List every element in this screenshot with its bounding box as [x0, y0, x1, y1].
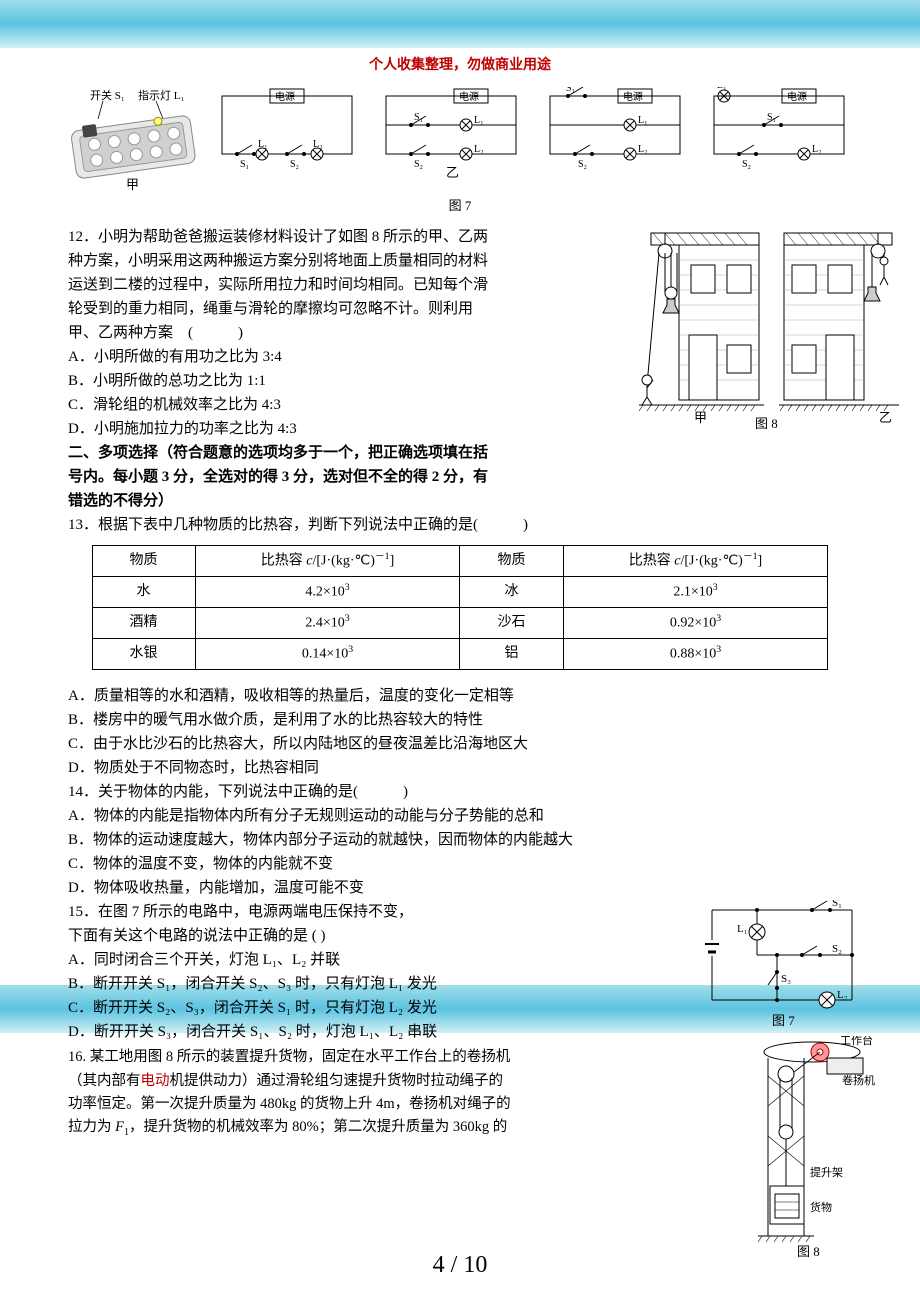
- q14-stem: 14．关于物体的内能，下列说法中正确的是( ): [68, 780, 852, 804]
- svg-text:提升架: 提升架: [810, 1166, 843, 1179]
- q13-opt-c: C．由于水比沙石的比热容大，所以内陆地区的昼夜温差比沿海地区大: [68, 732, 852, 756]
- svg-text:S₂: S₂: [832, 943, 842, 955]
- cell: 水银: [92, 639, 195, 670]
- svg-text:S₂: S₂: [290, 159, 299, 170]
- q16-stem-1: 16. 某工地用图 8 所示的装置提升货物，固定在水平工作台上的卷扬机: [68, 1046, 852, 1069]
- q13-stem: 13．根据下表中几种物质的比热容，判断下列说法中正确的是( ): [68, 513, 852, 537]
- cell: 铝: [460, 639, 563, 670]
- svg-text:L₁: L₁: [737, 923, 748, 935]
- page-content: 个人收集整理，勿做商业用途 开关 S₁ 指示灯 L₁: [0, 0, 920, 1141]
- svg-text:L₂: L₂: [812, 144, 822, 155]
- svg-text:货物: 货物: [810, 1200, 832, 1214]
- svg-text:卷扬机: 卷扬机: [842, 1073, 875, 1087]
- svg-text:图 8: 图 8: [755, 416, 778, 430]
- svg-text:工作台: 工作台: [840, 1036, 873, 1047]
- svg-text:S₁: S₁: [566, 87, 575, 94]
- svg-text:S₂: S₂: [742, 159, 751, 170]
- th-heat-2: 比热容 c/[J·(kg·℃)－1]: [563, 546, 828, 577]
- cell: 2.4×103: [195, 608, 460, 639]
- figure-7-label: 图 7: [68, 196, 852, 217]
- q14-opt-c: C．物体的温度不变，物体的内能就不变: [68, 852, 852, 876]
- figure-7-circuit: S₁ L₁ S₂ S₃ L₂ 图: [697, 900, 872, 1030]
- circuit-c: S₁ 电源 L₁ S₂ L₂: [540, 87, 690, 182]
- svg-text:图 8: 图 8: [797, 1244, 820, 1259]
- q13-opt-b: B．楼房中的暖气用水做介质，是利用了水的比热容较大的特性: [68, 708, 852, 732]
- svg-text:L₂: L₂: [474, 144, 484, 155]
- figure-8-pulleys: 甲: [639, 225, 907, 420]
- svg-text:L₁: L₁: [717, 87, 727, 91]
- section-2-title-3: 错选的不得分）: [68, 489, 852, 513]
- svg-text:图 7: 图 7: [772, 1013, 795, 1028]
- cell: 水: [92, 577, 195, 608]
- q13-opt-d: D．物质处于不同物态时，比热容相同: [68, 756, 852, 780]
- figure-8-hoist: 工作台 卷扬机 提升架: [742, 1036, 882, 1236]
- page-header: 个人收集整理，勿做商业用途: [68, 55, 852, 77]
- th-substance-2: 物质: [460, 546, 563, 577]
- svg-text:S₃: S₃: [781, 973, 791, 985]
- svg-text:甲: 甲: [126, 177, 139, 192]
- svg-text:L₂: L₂: [837, 989, 848, 1001]
- svg-text:L₁: L₁: [474, 115, 484, 126]
- circuit-b: 电源 S₁ L₁ S₂ L₂ 乙: [376, 87, 526, 182]
- switch-label: 开关 S₁: [90, 88, 125, 102]
- cell: 0.88×103: [563, 639, 828, 670]
- svg-text:乙: 乙: [446, 165, 459, 179]
- svg-text:S₁: S₁: [767, 112, 776, 123]
- power-strip-diagram: 开关 S₁ 指示灯 L₁: [68, 87, 198, 192]
- cell: 0.92×103: [563, 608, 828, 639]
- q16-stem-4: 拉力为 F1，提升货物的机械效率为 80%；第二次提升质量为 360kg 的: [68, 1116, 852, 1141]
- figure-7-row: 开关 S₁ 指示灯 L₁: [68, 87, 852, 192]
- q16-stem-2: （其内部有电动机提供动力）通过滑轮组匀速提升货物时拉动绳子的: [68, 1070, 852, 1093]
- specific-heat-table: 物质 比热容 c/[J·(kg·℃)－1] 物质 比热容 c/[J·(kg·℃)…: [92, 545, 829, 670]
- cell: 4.2×103: [195, 577, 460, 608]
- question-15: 15．在图 7 所示的电路中，电源两端电压保持不变， 下面有关这个电路的说法中正…: [68, 900, 852, 1044]
- cell: 冰: [460, 577, 563, 608]
- svg-text:L₂: L₂: [313, 139, 323, 150]
- circuit-a: 电源 S₁ L₁ S₂ L₂: [212, 87, 362, 182]
- indicator-label: 指示灯 L₁: [138, 88, 184, 102]
- q14-opt-b: B．物体的运动速度越大，物体内部分子运动的就越快，因而物体的内能越大: [68, 828, 852, 852]
- th-heat-1: 比热容 c/[J·(kg·℃)－1]: [195, 546, 460, 577]
- svg-text:S₁: S₁: [240, 159, 249, 170]
- circuit-d: L₁ 电源 S₁ S₂ L₂: [704, 87, 854, 182]
- q14-opt-d: D．物体吸收热量，内能增加，温度可能不变: [68, 876, 852, 900]
- cell: 2.1×103: [563, 577, 828, 608]
- svg-text:乙: 乙: [879, 410, 892, 425]
- svg-text:S₁: S₁: [832, 900, 842, 909]
- svg-text:L₁: L₁: [638, 115, 648, 126]
- cell: 酒精: [92, 608, 195, 639]
- svg-text:S₁: S₁: [414, 112, 423, 123]
- section-2-title-2: 号内。每小题 3 分，全选对的得 3 分，选对但不全的得 2 分，有: [68, 465, 852, 489]
- q13-opt-a: A．质量相等的水和酒精，吸收相等的热量后，温度的变化一定相等: [68, 684, 852, 708]
- cell: 沙石: [460, 608, 563, 639]
- th-substance-1: 物质: [92, 546, 195, 577]
- q16-stem-3: 功率恒定。第一次提升质量为 480kg 的货物上升 4m，卷扬机对绳子的: [68, 1093, 852, 1116]
- svg-text:S₂: S₂: [578, 159, 587, 170]
- cell: 0.14×103: [195, 639, 460, 670]
- svg-text:L₁: L₁: [258, 139, 268, 150]
- question-12: 12．小明为帮助爸爸搬运装修材料设计了如图 8 所示的甲、乙两 种方案，小明采用…: [68, 225, 852, 441]
- svg-text:甲: 甲: [694, 410, 707, 425]
- section-2-title-1: 二、多项选择（符合题意的选项均多于一个，把正确选项填在括: [68, 441, 852, 465]
- question-16: 16. 某工地用图 8 所示的装置提升货物，固定在水平工作台上的卷扬机 （其内部…: [68, 1046, 852, 1141]
- svg-text:S₂: S₂: [414, 159, 423, 170]
- svg-text:L₂: L₂: [638, 144, 648, 155]
- q14-opt-a: A．物体的内能是指物体内所有分子无规则运动的动能与分子势能的总和: [68, 804, 852, 828]
